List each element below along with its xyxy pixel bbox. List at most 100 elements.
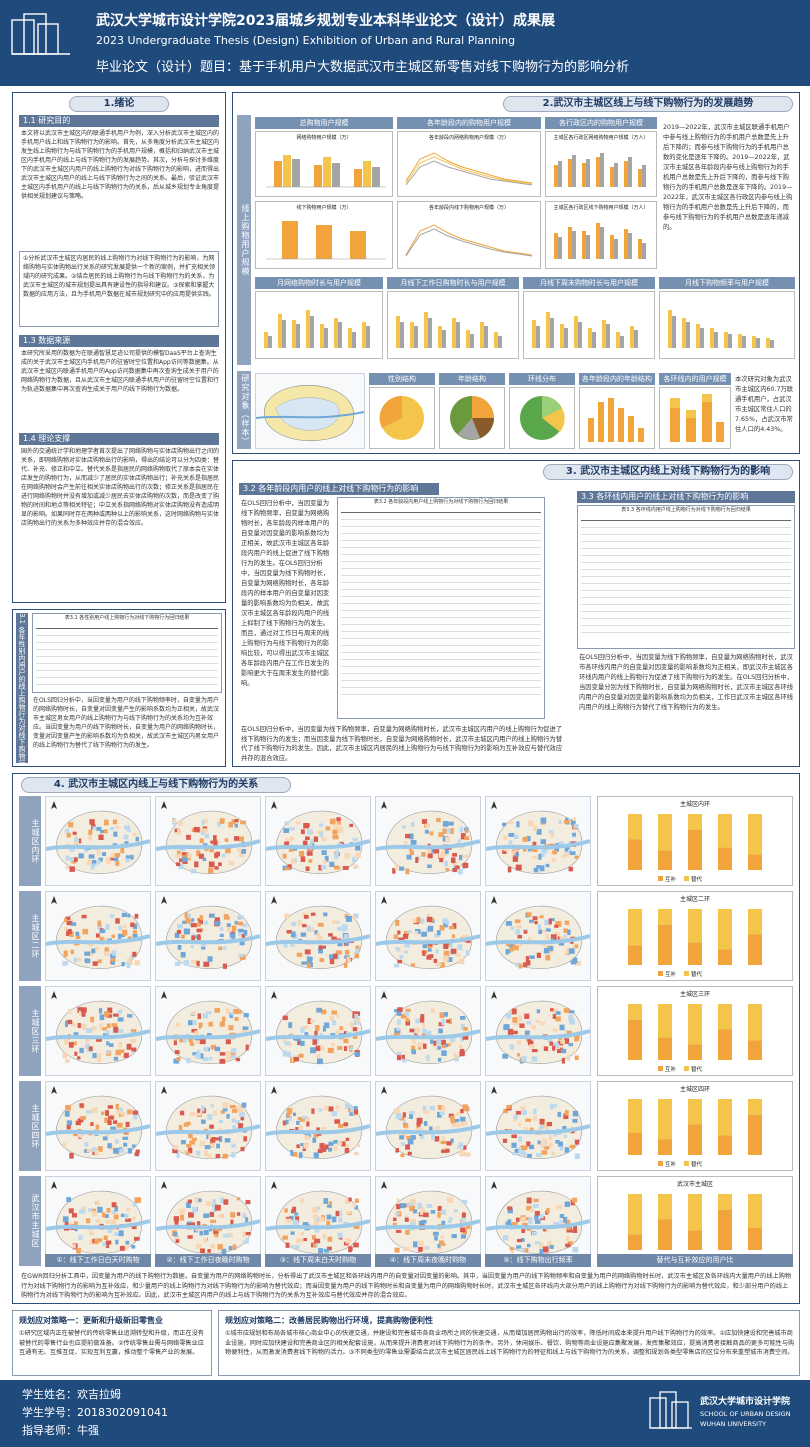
table-row	[581, 542, 791, 549]
gwr-map	[45, 796, 151, 886]
table-row	[581, 619, 791, 626]
gwr-map-graphic	[376, 1181, 480, 1254]
table-row	[581, 605, 791, 612]
line-head-frequency: 月线下购物频率与用户规模	[659, 277, 795, 289]
table-row	[36, 657, 218, 664]
gwr-map-graphic	[486, 991, 590, 1064]
gwr-map-graphic	[46, 1181, 150, 1254]
table-row	[581, 549, 791, 556]
section-4-text: 在GWR回归分析工具中，因变量为用户的线下购物行为数据，自变量为用户的网络购物时…	[21, 1273, 792, 1299]
gwr-map	[45, 1176, 151, 1266]
gwr-map-graphic	[156, 801, 260, 874]
tab-research-purpose: 1.1 研究目的	[19, 115, 219, 127]
line-chart-age-offline	[405, 224, 533, 257]
table-row	[581, 563, 791, 570]
table-row	[36, 643, 218, 650]
tab-3-1: 3.1 各年性别内用户的线上购物行为对线下购物行为的影响	[16, 613, 28, 763]
bar-chart-weekend-duration	[532, 312, 638, 348]
line-chart-age-online	[405, 152, 533, 186]
line-head-weekend: 月线下周末购物时长与用户规模	[523, 277, 655, 289]
pie-ring	[509, 387, 575, 449]
pie-chart-age	[450, 396, 494, 440]
gwr-map	[155, 1176, 261, 1266]
strategy-one-text: ①研究区域内正在被替代的传统零售业追溯转型和升级，而正在没有被替代的零售行业也应…	[19, 1330, 204, 1356]
page-title: 武汉大学城市设计学院2023届城乡规划专业本科毕业论文（设计）成果展	[96, 13, 555, 29]
purpose-list: ①分析武汉市主城区内居民的线上购物行为对线下购物行为的影响，为网络购物与实体购物…	[23, 255, 216, 298]
table-row	[341, 653, 541, 660]
table-row	[581, 521, 791, 528]
legend-substitution: 替代	[691, 1067, 703, 1073]
table-row	[581, 528, 791, 535]
bar-chart-district-offline	[554, 223, 646, 259]
table-row	[341, 597, 541, 604]
chart-weekday-duration	[387, 291, 519, 359]
purpose-list-box: ①分析武汉市主城区内居民的线上购物行为对线下购物行为的影响，为网络购物与实体购物…	[19, 251, 219, 327]
chart-title: 线下购物用户规模（万）	[296, 205, 352, 211]
thesis-topic: 毕业论文（设计）题目：基于手机用户大数据武汉市主城区新零售对线下购物行为的影响分…	[96, 60, 630, 75]
chart-legend: 互补 替代	[658, 875, 702, 883]
chart-total-online: 网络购物用户规模（万）	[255, 131, 393, 197]
section-relationship: 4. 武汉市主城区内线上与线下购物行为的关系 主城区内环 主城区内环 互补 替代 主城区…	[12, 773, 800, 1304]
table-row	[341, 569, 541, 576]
legend-complement: 互补	[665, 1162, 677, 1168]
table-row	[341, 604, 541, 611]
student-id: 学生学号：2018302091041	[22, 1406, 168, 1419]
table-row	[341, 667, 541, 674]
bar-chart-district-online	[554, 153, 646, 187]
table-3-2-caption: 表3.2 各年龄段内用户线上购物行为对线下购物行为回归结果	[373, 499, 509, 505]
chart-ring-scale	[659, 387, 731, 449]
table-row	[341, 590, 541, 597]
effect-ratio-chart-title: 主城区内环	[679, 801, 710, 808]
table-row	[341, 688, 541, 695]
legend-substitution: 替代	[691, 972, 703, 978]
strategy-one: 规划应对策略一：更新和升级新旧零售业 ①研究区域内正在被替代的传统零售业追溯转型…	[12, 1310, 212, 1376]
chart-head-total: 总购物用户规模	[255, 117, 393, 129]
effect-ratio-chart-title: 武汉市主城区	[676, 1181, 713, 1188]
student-name: 学生姓名：欢吉拉姆	[22, 1388, 121, 1401]
table-row	[341, 541, 541, 548]
chart-district-online: 主城区各行政区网络购物用户规模（万人）	[545, 131, 657, 197]
table-row	[581, 591, 791, 598]
university-name-cn: 武汉大学城市设计学院	[700, 1397, 791, 1407]
tab-theory: 1.4 理论支撑	[19, 433, 219, 445]
section-impact: 3. 武汉市主城区内线上对线下购物行为的影响 3.2 各年龄段内用户的线上对线下…	[232, 460, 800, 767]
gwr-map	[155, 796, 261, 886]
chart-title: 主城区各行政区线下购物用户规模（万人）	[553, 205, 649, 211]
university-name-en-2: WUHAN UNIVERSITY	[700, 1420, 767, 1428]
map-column-label: ①：线下工作日白天时购物	[45, 1254, 151, 1267]
stacked-bar-chart	[628, 909, 762, 965]
table-row	[341, 562, 541, 569]
table-row	[36, 650, 218, 657]
gwr-map	[45, 986, 151, 1076]
table-row	[581, 598, 791, 605]
advisor-name: 指导老师：牛强	[22, 1424, 99, 1437]
gwr-map-graphic	[46, 991, 150, 1064]
pie-gender	[369, 387, 435, 449]
chart-online-duration	[255, 291, 383, 359]
gwr-map-graphic	[486, 801, 590, 874]
map-column-label: 替代与互补效应的用户比	[597, 1254, 793, 1267]
chart-legend: 互补 替代	[658, 1065, 702, 1073]
effect-ratio-chart: 主城区内环互补 替代	[597, 796, 793, 886]
chart-title: 各年龄段内网络购物用户规模（万）	[428, 135, 509, 141]
table-3-2: 表3.2 各年龄段内用户线上购物行为对线下购物行为回归结果	[337, 497, 545, 719]
school-logo-icon	[649, 1391, 692, 1429]
table-3-1-caption: 表3.1 各性别用户线上购物行为对线下购物行为回归结果	[64, 615, 190, 621]
section-1-title: 1.绪论	[69, 96, 169, 112]
gwr-map-graphic	[156, 1086, 260, 1159]
gwr-map-graphic	[376, 801, 480, 875]
page-subtitle: 2023 Undergraduate Thesis (Design) Exhib…	[96, 34, 516, 47]
chart-age-online: 各年龄段内网络购物用户规模（万）	[397, 131, 541, 197]
table-row	[341, 681, 541, 688]
effect-ratio-chart: 主城区四环 互补 替代	[597, 1081, 793, 1171]
section-2-title: 2.武汉市主城区线上与线下购物行为的发展趋势	[503, 96, 793, 112]
tab-3-2: 3.2 各年龄段内用户的线上对线下购物行为的影响	[239, 483, 439, 495]
study-area-map	[256, 385, 364, 441]
bar-chart-age-structure	[588, 398, 644, 442]
gwr-map-graphic	[156, 991, 260, 1064]
effect-ratio-chart-title: 主城区三环	[679, 991, 710, 998]
gwr-map-graphic	[266, 896, 370, 969]
table-row	[581, 570, 791, 577]
strategy-one-title: 规划应对策略一：更新和升级新旧零售业	[19, 1316, 163, 1325]
gwr-map-graphic	[266, 991, 370, 1065]
